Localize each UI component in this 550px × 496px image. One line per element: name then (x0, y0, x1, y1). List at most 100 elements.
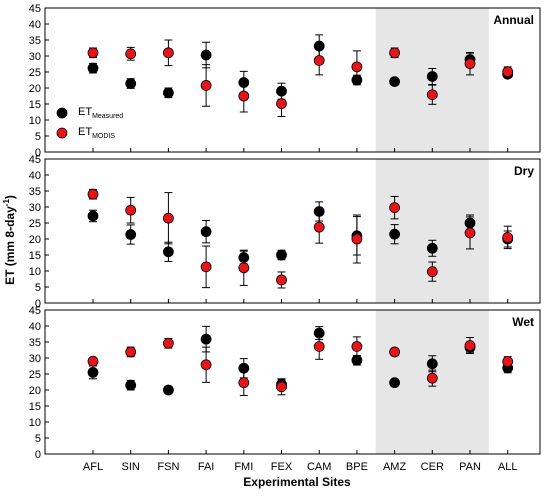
point-measured (389, 228, 401, 240)
point-modis (125, 346, 137, 358)
point-modis (200, 80, 212, 91)
x-tick-labels: AFL SIN FSN FAI FMI FEX CAM BPE AMZ CER PAN ALL (83, 461, 518, 473)
legend-marker (56, 127, 68, 139)
x-tick-label: SIN (122, 461, 140, 473)
legend: ETMeasured ETMODIS (56, 106, 123, 140)
y-tick-label: 20 (29, 83, 41, 95)
y-tick-label: 0 (35, 449, 41, 461)
plot-frame (44, 309, 541, 455)
y-tick-label: 20 (29, 385, 41, 397)
point-modis (125, 204, 137, 216)
x-tick-label: CAM (307, 461, 331, 473)
point-modis (464, 58, 476, 70)
point-measured (238, 77, 250, 88)
point-measured (313, 40, 325, 52)
point-measured (238, 362, 250, 374)
point-measured (464, 217, 476, 229)
point-measured (162, 246, 174, 258)
y-axis-label-superscript: -1 (2, 199, 11, 207)
point-modis (426, 372, 438, 384)
point-modis (389, 346, 401, 358)
point-measured (238, 252, 250, 263)
point-measured (200, 226, 212, 238)
point-modis (238, 90, 250, 102)
x-tick-label: PAN (459, 461, 481, 473)
y-tick-label: 40 (29, 19, 41, 31)
x-tick-label: FEX (271, 461, 293, 473)
point-modis (502, 66, 514, 78)
y-tick-label: 45 (29, 305, 41, 317)
y-tick-label: 0 (35, 298, 41, 310)
y-tick-label: 30 (29, 353, 41, 365)
panel-annual: 0 5 10 15 20 25 30 35 40 45 Annual (29, 3, 541, 159)
point-measured (87, 210, 99, 222)
y-tick-label: 35 (29, 35, 41, 47)
point-modis (125, 48, 137, 60)
panel-title: Dry (514, 164, 534, 178)
point-modis (238, 262, 250, 274)
y-tick-label: 25 (29, 67, 41, 79)
x-axis-label: Experimental Sites (243, 475, 351, 489)
plot-frame (44, 7, 541, 153)
point-modis (87, 355, 99, 367)
point-modis (464, 340, 476, 351)
panel-title: Wet (512, 315, 534, 329)
point-measured (313, 206, 325, 217)
y-tick-label: 0 (35, 147, 41, 159)
point-modis (162, 47, 174, 59)
point-measured (125, 78, 137, 89)
y-tick-label: 30 (29, 51, 41, 63)
legend-entry: ETMODIS (78, 126, 115, 140)
point-modis (87, 47, 99, 59)
point-modis (351, 341, 363, 352)
x-tick-label: AMZ (383, 461, 407, 473)
point-measured (87, 62, 99, 74)
point-modis (200, 359, 212, 371)
point-measured (426, 71, 438, 82)
point-modis (313, 341, 325, 352)
y-tick-label: 15 (29, 99, 41, 111)
point-measured (87, 366, 99, 378)
y-tick-label: 35 (29, 186, 41, 198)
point-measured (351, 354, 363, 366)
point-measured (389, 76, 401, 87)
point-modis (426, 89, 438, 101)
point-measured (276, 249, 287, 261)
point-modis (464, 227, 476, 239)
point-modis (87, 188, 99, 200)
plot-frame (44, 158, 541, 304)
point-measured (125, 379, 137, 391)
y-tick-label: 10 (29, 417, 41, 429)
y-tick-label: 30 (29, 202, 41, 214)
point-modis (502, 356, 514, 367)
y-tick-label: 5 (35, 433, 41, 445)
x-tick-label: BPE (346, 461, 368, 473)
x-tick-label: FAI (198, 461, 215, 473)
point-measured (162, 384, 174, 396)
point-modis (351, 61, 363, 73)
point-measured (125, 229, 137, 240)
point-modis (276, 274, 287, 286)
panel-title: Annual (493, 13, 534, 27)
y-axis-label: ET (mm 8-day-1) (2, 195, 17, 285)
legend-entry: ETMeasured (78, 106, 123, 120)
point-measured (426, 358, 438, 370)
point-modis (351, 233, 363, 245)
point-modis (238, 377, 250, 389)
y-tick-label: 5 (35, 131, 41, 143)
point-modis (276, 381, 287, 393)
point-modis (200, 261, 212, 273)
panels-group: 0 5 10 15 20 25 30 35 40 45 Annual 0 5 10 15 20 25 30 35 40… (29, 3, 541, 461)
panel-wet: 0 5 10 15 20 25 30 35 40 45 Wet (29, 305, 541, 461)
x-tick-label: CER (421, 461, 444, 473)
point-measured (351, 74, 363, 86)
panel-dry: 0 5 10 15 20 25 30 35 40 45 Dry (29, 154, 541, 310)
y-tick-label: 25 (29, 218, 41, 230)
point-modis (426, 266, 438, 278)
point-measured (426, 242, 438, 254)
point-modis (276, 98, 287, 110)
y-tick-label: 40 (29, 321, 41, 333)
point-modis (389, 47, 401, 59)
x-tick-label: AFL (83, 461, 103, 473)
